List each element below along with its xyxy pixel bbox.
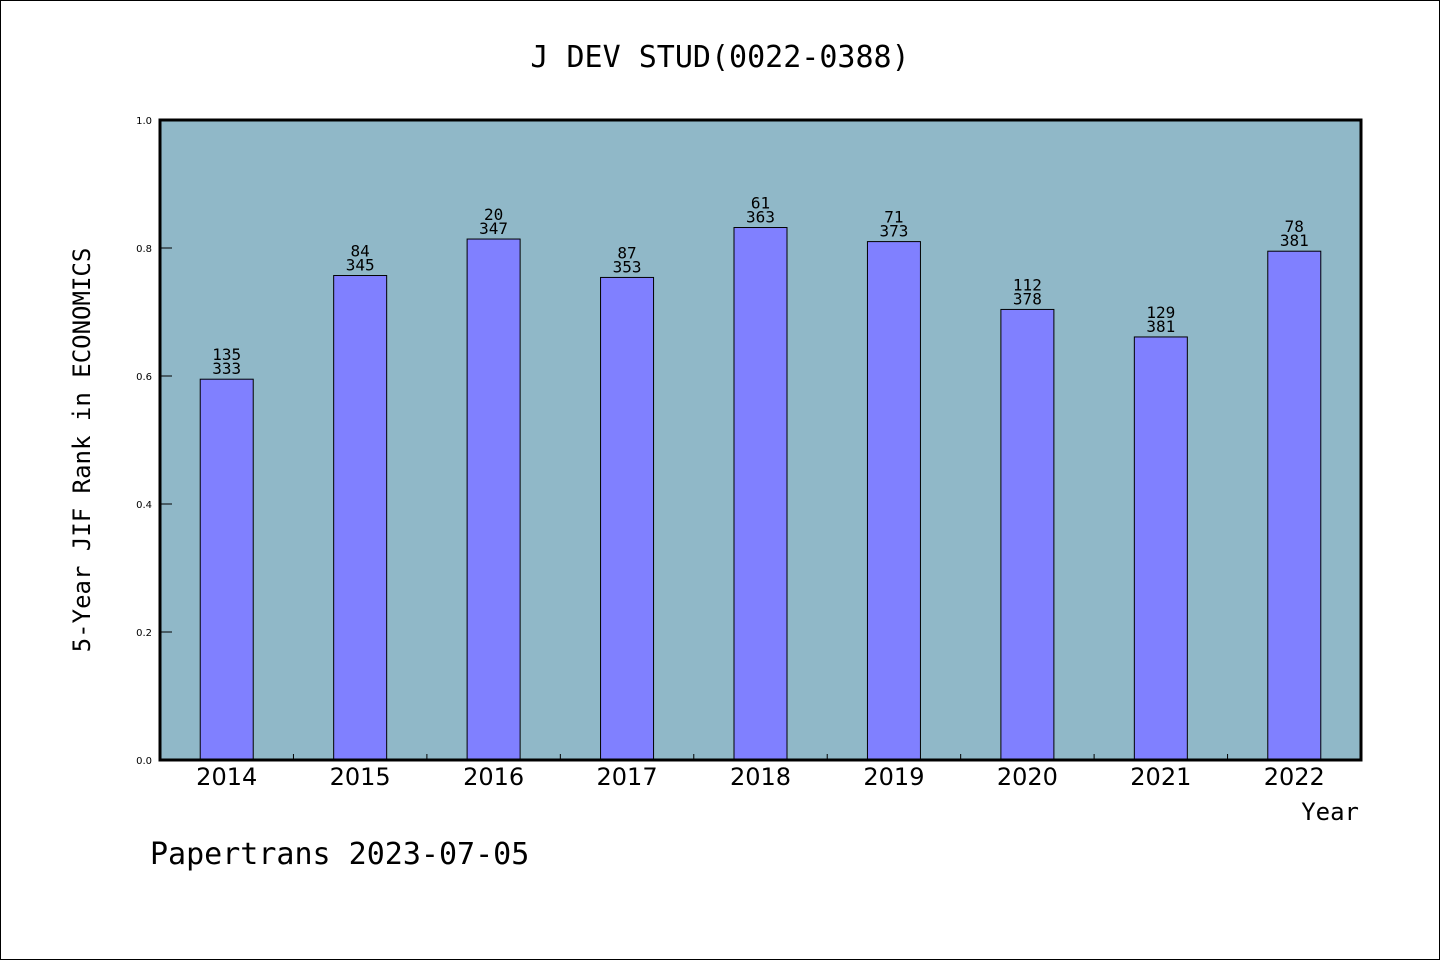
- total-label: 333: [212, 359, 241, 378]
- y-tick-label: 0.4: [136, 500, 152, 511]
- y-tick-label: 0.0: [136, 756, 152, 767]
- y-tick-label: 0.8: [136, 244, 152, 255]
- total-label: 347: [479, 219, 508, 238]
- rank-label: 20: [484, 205, 503, 224]
- x-tick-label: 2015: [330, 763, 391, 791]
- bar-2014: [199, 378, 254, 761]
- x-axis-label: Year: [1301, 798, 1359, 826]
- x-tick-label: 2018: [730, 763, 791, 791]
- x-tick-label: 2021: [1130, 763, 1191, 791]
- total-label: 353: [613, 257, 642, 276]
- rank-label: 87: [617, 243, 636, 262]
- bar-2015: [333, 275, 388, 761]
- total-label: 345: [346, 256, 375, 275]
- bar-2017: [600, 276, 655, 761]
- bar-2021: [1133, 336, 1188, 761]
- rank-label: 84: [351, 242, 370, 261]
- x-tick-label: 2020: [997, 763, 1058, 791]
- y-tick-label: 0.6: [136, 372, 152, 383]
- x-tick-label: 2019: [863, 763, 924, 791]
- y-tick-label: 1.0: [136, 116, 152, 127]
- x-tick-label: 2016: [463, 763, 524, 791]
- bar-2020: [1000, 308, 1055, 761]
- total-label: 381: [1280, 231, 1309, 250]
- rank-label: 71: [884, 208, 903, 227]
- x-tick-label: 2014: [196, 763, 257, 791]
- x-tick-label: 2017: [597, 763, 658, 791]
- rank-label: 112: [1013, 275, 1042, 294]
- y-tick-label: 0.2: [136, 628, 152, 639]
- total-label: 363: [746, 208, 775, 227]
- total-label: 373: [879, 222, 908, 241]
- footer-text: Papertrans 2023-07-05: [150, 837, 529, 872]
- chart-title: J DEV STUD(0022-0388): [530, 40, 909, 75]
- rank-label: 78: [1285, 217, 1304, 236]
- rank-label: 135: [212, 345, 241, 364]
- bar-2019: [866, 241, 921, 761]
- total-label: 381: [1146, 317, 1175, 336]
- plot-frame: [158, 118, 1363, 762]
- total-label: 378: [1013, 289, 1042, 308]
- rank-label: 61: [751, 194, 770, 213]
- bar-2016: [466, 238, 521, 761]
- bar-2018: [733, 227, 788, 761]
- rank-label: 129: [1146, 303, 1175, 322]
- x-tick-label: 2022: [1264, 763, 1325, 791]
- y-axis-label: 5-Year JIF Rank in ECONOMICS: [68, 248, 96, 653]
- bar-2022: [1267, 250, 1322, 761]
